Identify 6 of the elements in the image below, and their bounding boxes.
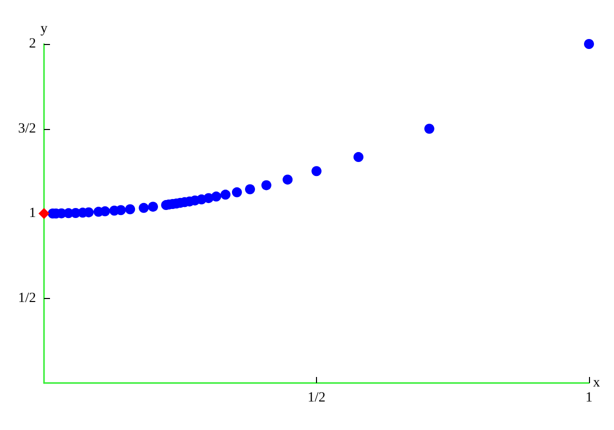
x-axis-title: x [593,376,600,390]
y-tick-label: 1 [29,206,36,221]
y-tick-label: 2 [29,36,36,52]
y-tick-label: 1/2 [18,290,36,306]
y-tick-label: 3/2 [18,121,36,136]
y-axis-title: y [40,22,48,36]
